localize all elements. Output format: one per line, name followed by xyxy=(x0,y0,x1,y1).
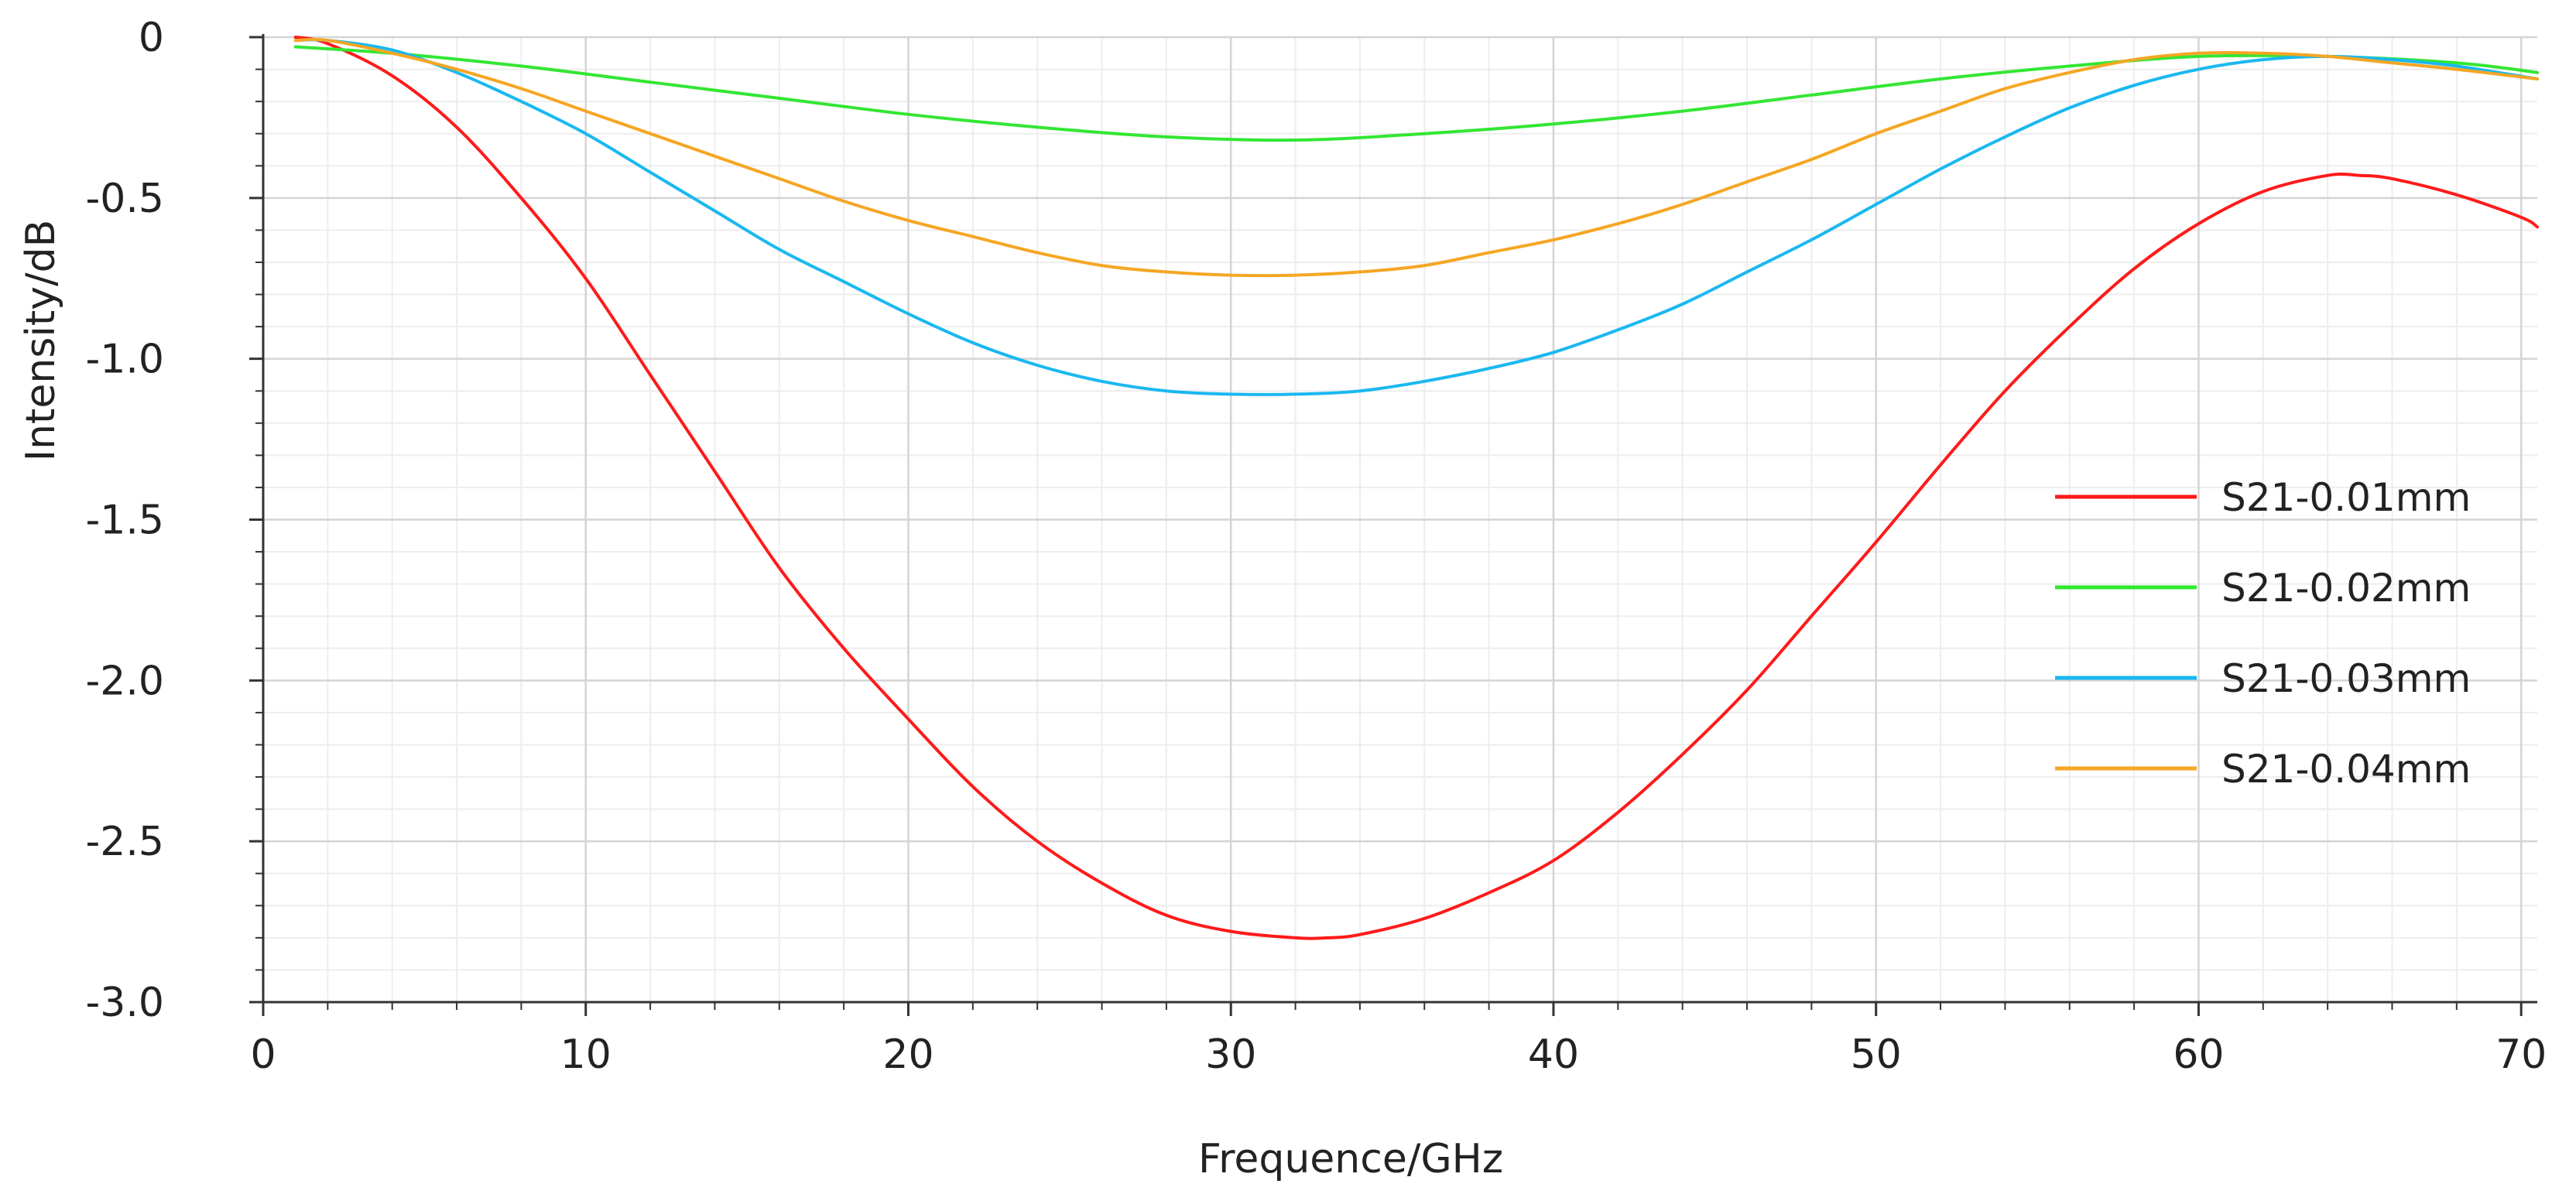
series-layer xyxy=(293,36,2539,940)
axes xyxy=(249,34,2537,1016)
x-tick-label: 0 xyxy=(250,1032,276,1078)
major-grid xyxy=(263,36,2537,1002)
series-line-1 xyxy=(293,36,2539,940)
x-tick-label: 50 xyxy=(1851,1032,1902,1078)
y-tick-label: -1.0 xyxy=(86,337,164,383)
legend: S21-0.01mm S21-0.02mm S21-0.03mm S21-0.04mm xyxy=(2055,475,2471,792)
y-tick-label: -3.0 xyxy=(86,980,164,1026)
x-tick-label: 70 xyxy=(2496,1032,2547,1078)
x-tick-label: 10 xyxy=(560,1032,611,1078)
y-tick-label: -2.0 xyxy=(86,658,164,704)
y-tick-label: -2.5 xyxy=(86,819,164,865)
legend-label-1: S21-0.01mm xyxy=(2221,475,2471,520)
y-tick-label: -0.5 xyxy=(86,176,164,222)
legend-label-3: S21-0.03mm xyxy=(2221,656,2471,701)
y-tick-label: -1.5 xyxy=(86,498,164,544)
legend-label-2: S21-0.02mm xyxy=(2221,566,2471,611)
x-tick-label: 30 xyxy=(1205,1032,1256,1078)
legend-label-4: S21-0.04mm xyxy=(2221,747,2471,792)
tick-labels: 0 10 20 30 40 50 60 70 0 -0.5 -1.0 -1.5 -2.0 -2.5 -3.0 xyxy=(86,15,2547,1078)
series-line-2 xyxy=(293,45,2539,142)
y-tick-label: 0 xyxy=(139,15,164,61)
x-tick-label: 20 xyxy=(882,1032,933,1078)
series-line-3 xyxy=(293,38,2539,396)
series-line-4 xyxy=(293,37,2539,278)
x-tick-label: 40 xyxy=(1528,1032,1579,1078)
y-axis-title: Intensity/dB xyxy=(18,220,64,462)
x-axis-title: Frequence/GHz xyxy=(1198,1136,1503,1182)
x-tick-label: 60 xyxy=(2173,1032,2224,1078)
